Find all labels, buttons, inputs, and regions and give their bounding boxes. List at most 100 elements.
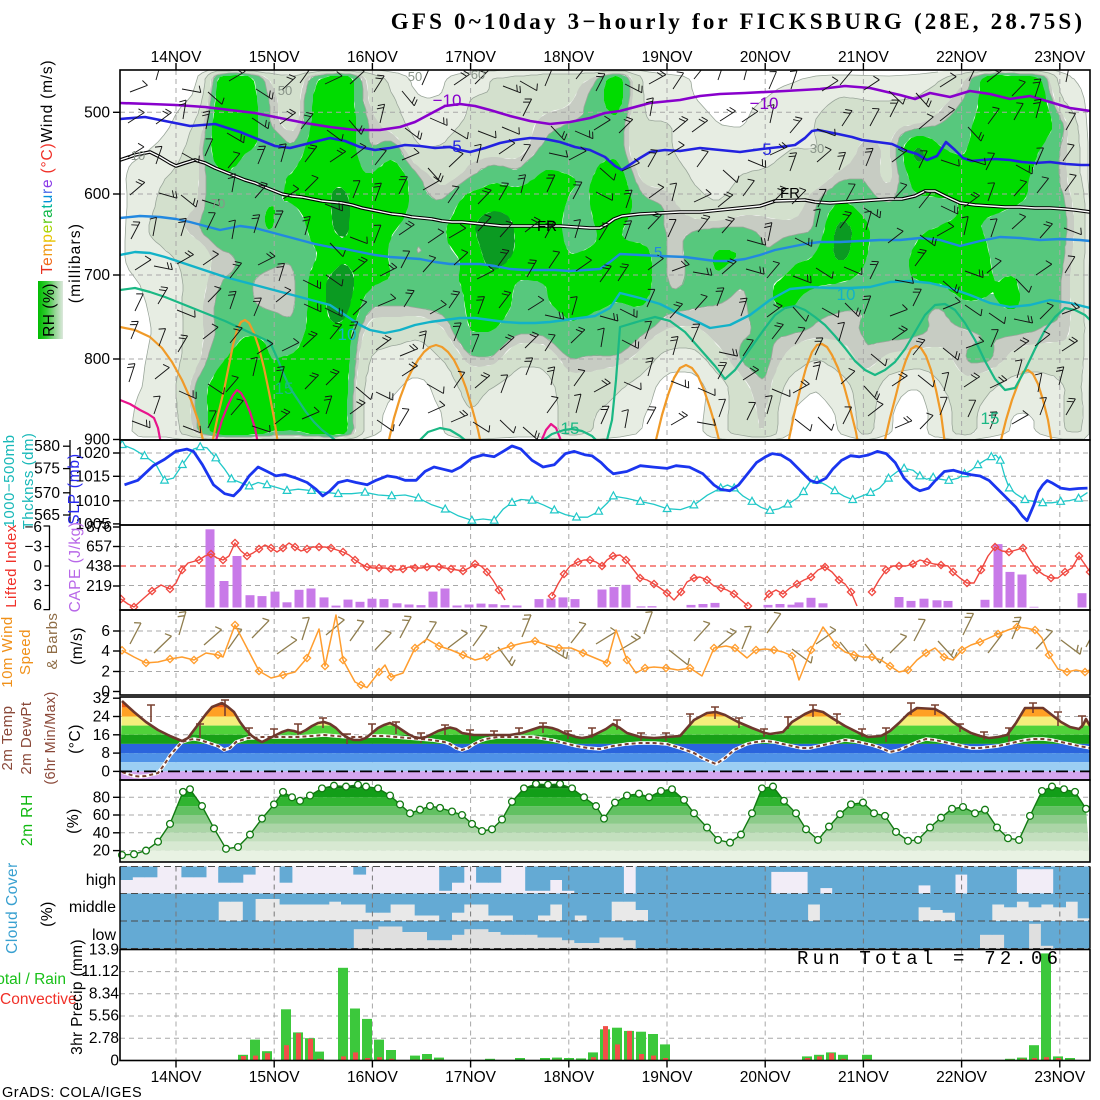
svg-text:Temperature (°C)Wind (m/s): Temperature (°C)Wind (m/s) [39, 60, 56, 275]
svg-text:2m DewPt: 2m DewPt [18, 701, 35, 775]
svg-text:4: 4 [101, 643, 110, 660]
svg-text:FR: FR [537, 218, 557, 235]
svg-text:SLP (mb): SLP (mb) [66, 453, 83, 525]
svg-text:Run Total = 72.06: Run Total = 72.06 [797, 948, 1062, 970]
svg-text:40: 40 [93, 825, 111, 842]
svg-text:18NOV: 18NOV [543, 1069, 594, 1086]
svg-text:3: 3 [33, 578, 42, 595]
svg-text:0: 0 [33, 558, 42, 575]
svg-text:21NOV: 21NOV [838, 49, 889, 66]
svg-text:14NOV: 14NOV [151, 1069, 202, 1086]
svg-text:middle: middle [69, 899, 116, 916]
svg-text:(%): (%) [65, 808, 82, 834]
svg-text:13.9: 13.9 [89, 942, 119, 959]
svg-text:1010: 1010 [76, 493, 111, 510]
svg-text:21NOV: 21NOV [838, 1069, 889, 1086]
svg-text:Cloud Cover: Cloud Cover [4, 862, 21, 954]
svg-text:20: 20 [93, 843, 111, 860]
svg-text:0: 0 [101, 763, 110, 780]
svg-text:565: 565 [34, 507, 60, 524]
svg-text:GrADS: COLA/IGES: GrADS: COLA/IGES [2, 1085, 142, 1100]
svg-text:RH (%): RH (%) [41, 283, 58, 337]
svg-text:657: 657 [86, 539, 112, 556]
svg-text:15: 15 [981, 409, 1000, 428]
svg-text:8: 8 [101, 745, 110, 762]
svg-text:6: 6 [33, 597, 42, 614]
svg-text:15NOV: 15NOV [249, 1069, 300, 1086]
svg-text:10m Wind: 10m Wind [0, 616, 16, 688]
svg-text:−10: −10 [750, 94, 779, 113]
svg-text:50: 50 [278, 83, 292, 98]
svg-text:Convective: Convective [0, 991, 77, 1008]
svg-text:10: 10 [131, 148, 145, 163]
svg-text:17NOV: 17NOV [445, 1069, 496, 1086]
svg-text:CAPE (J/kg): CAPE (J/kg) [67, 522, 84, 613]
svg-text:GFS 0~10day 3−hourly for FICKS: GFS 0~10day 3−hourly for FICKSBURG (28E,… [391, 9, 1086, 34]
svg-text:high: high [86, 872, 116, 889]
svg-text:2: 2 [101, 664, 110, 681]
svg-text:(%): (%) [39, 901, 56, 927]
svg-text:900: 900 [84, 432, 110, 449]
svg-text:(6hr Min/Max): (6hr Min/Max) [43, 691, 59, 784]
svg-text:32: 32 [93, 690, 110, 707]
svg-text:1015: 1015 [76, 468, 110, 485]
svg-text:60: 60 [93, 807, 111, 824]
svg-text:600: 600 [84, 186, 110, 203]
svg-text:16NOV: 16NOV [347, 1069, 398, 1086]
svg-text:800: 800 [84, 351, 110, 368]
svg-text:22NOV: 22NOV [936, 49, 987, 66]
svg-text:(millibars): (millibars) [67, 223, 84, 303]
svg-text:5: 5 [654, 244, 662, 261]
svg-text:1020: 1020 [76, 445, 111, 462]
svg-text:2.78: 2.78 [89, 1030, 119, 1047]
svg-text:500: 500 [84, 104, 110, 121]
svg-text:−6: −6 [24, 519, 42, 536]
svg-text:50: 50 [408, 69, 422, 84]
svg-text:(°C): (°C) [67, 724, 84, 754]
svg-text:22NOV: 22NOV [936, 1069, 987, 1086]
svg-text:11.12: 11.12 [81, 963, 119, 980]
svg-text:219: 219 [86, 578, 112, 595]
svg-text:10: 10 [837, 285, 856, 304]
svg-text:14NOV: 14NOV [151, 49, 202, 66]
svg-text:(m/s): (m/s) [69, 627, 86, 665]
svg-text:580: 580 [34, 438, 60, 455]
svg-text:2m Temp: 2m Temp [0, 706, 16, 771]
svg-text:low: low [92, 927, 116, 944]
svg-text:1000−500mb: 1000−500mb [1, 435, 18, 528]
svg-text:FR: FR [780, 185, 800, 202]
svg-text:24: 24 [93, 709, 111, 726]
svg-text:17NOV: 17NOV [445, 49, 496, 66]
svg-text:0: 0 [110, 1052, 119, 1069]
svg-text:570: 570 [34, 485, 60, 502]
svg-text:−10: −10 [433, 91, 462, 110]
svg-text:700: 700 [84, 267, 110, 284]
svg-text:8.34: 8.34 [89, 986, 120, 1003]
svg-text:5.56: 5.56 [89, 1008, 119, 1025]
svg-text:Thcknss (dm): Thcknss (dm) [20, 433, 37, 530]
svg-text:−5: −5 [442, 137, 461, 156]
svg-text:6: 6 [101, 623, 110, 640]
svg-text:575: 575 [34, 461, 60, 478]
svg-text:15NOV: 15NOV [249, 49, 300, 66]
svg-text:438: 438 [86, 558, 112, 575]
svg-text:30: 30 [810, 141, 824, 156]
svg-text:16: 16 [93, 727, 110, 744]
svg-text:2m RH: 2m RH [19, 794, 36, 846]
svg-text:20NOV: 20NOV [740, 1069, 791, 1086]
svg-text:23NOV: 23NOV [1034, 49, 1085, 66]
svg-text:19NOV: 19NOV [642, 49, 693, 66]
svg-text:10: 10 [338, 325, 357, 344]
svg-text:19NOV: 19NOV [642, 1069, 693, 1086]
svg-text:70: 70 [211, 196, 225, 211]
svg-text:Speed: Speed [17, 629, 34, 675]
svg-text:23NOV: 23NOV [1034, 1069, 1085, 1086]
svg-text:876: 876 [86, 519, 112, 536]
svg-text:80: 80 [93, 789, 111, 806]
svg-text:18NOV: 18NOV [543, 49, 594, 66]
svg-text:Lifted Index: Lifted Index [3, 524, 20, 608]
svg-text:20NOV: 20NOV [740, 49, 791, 66]
svg-text:−5: −5 [752, 140, 771, 159]
svg-text:−3: −3 [24, 539, 42, 556]
svg-text:16NOV: 16NOV [347, 49, 398, 66]
